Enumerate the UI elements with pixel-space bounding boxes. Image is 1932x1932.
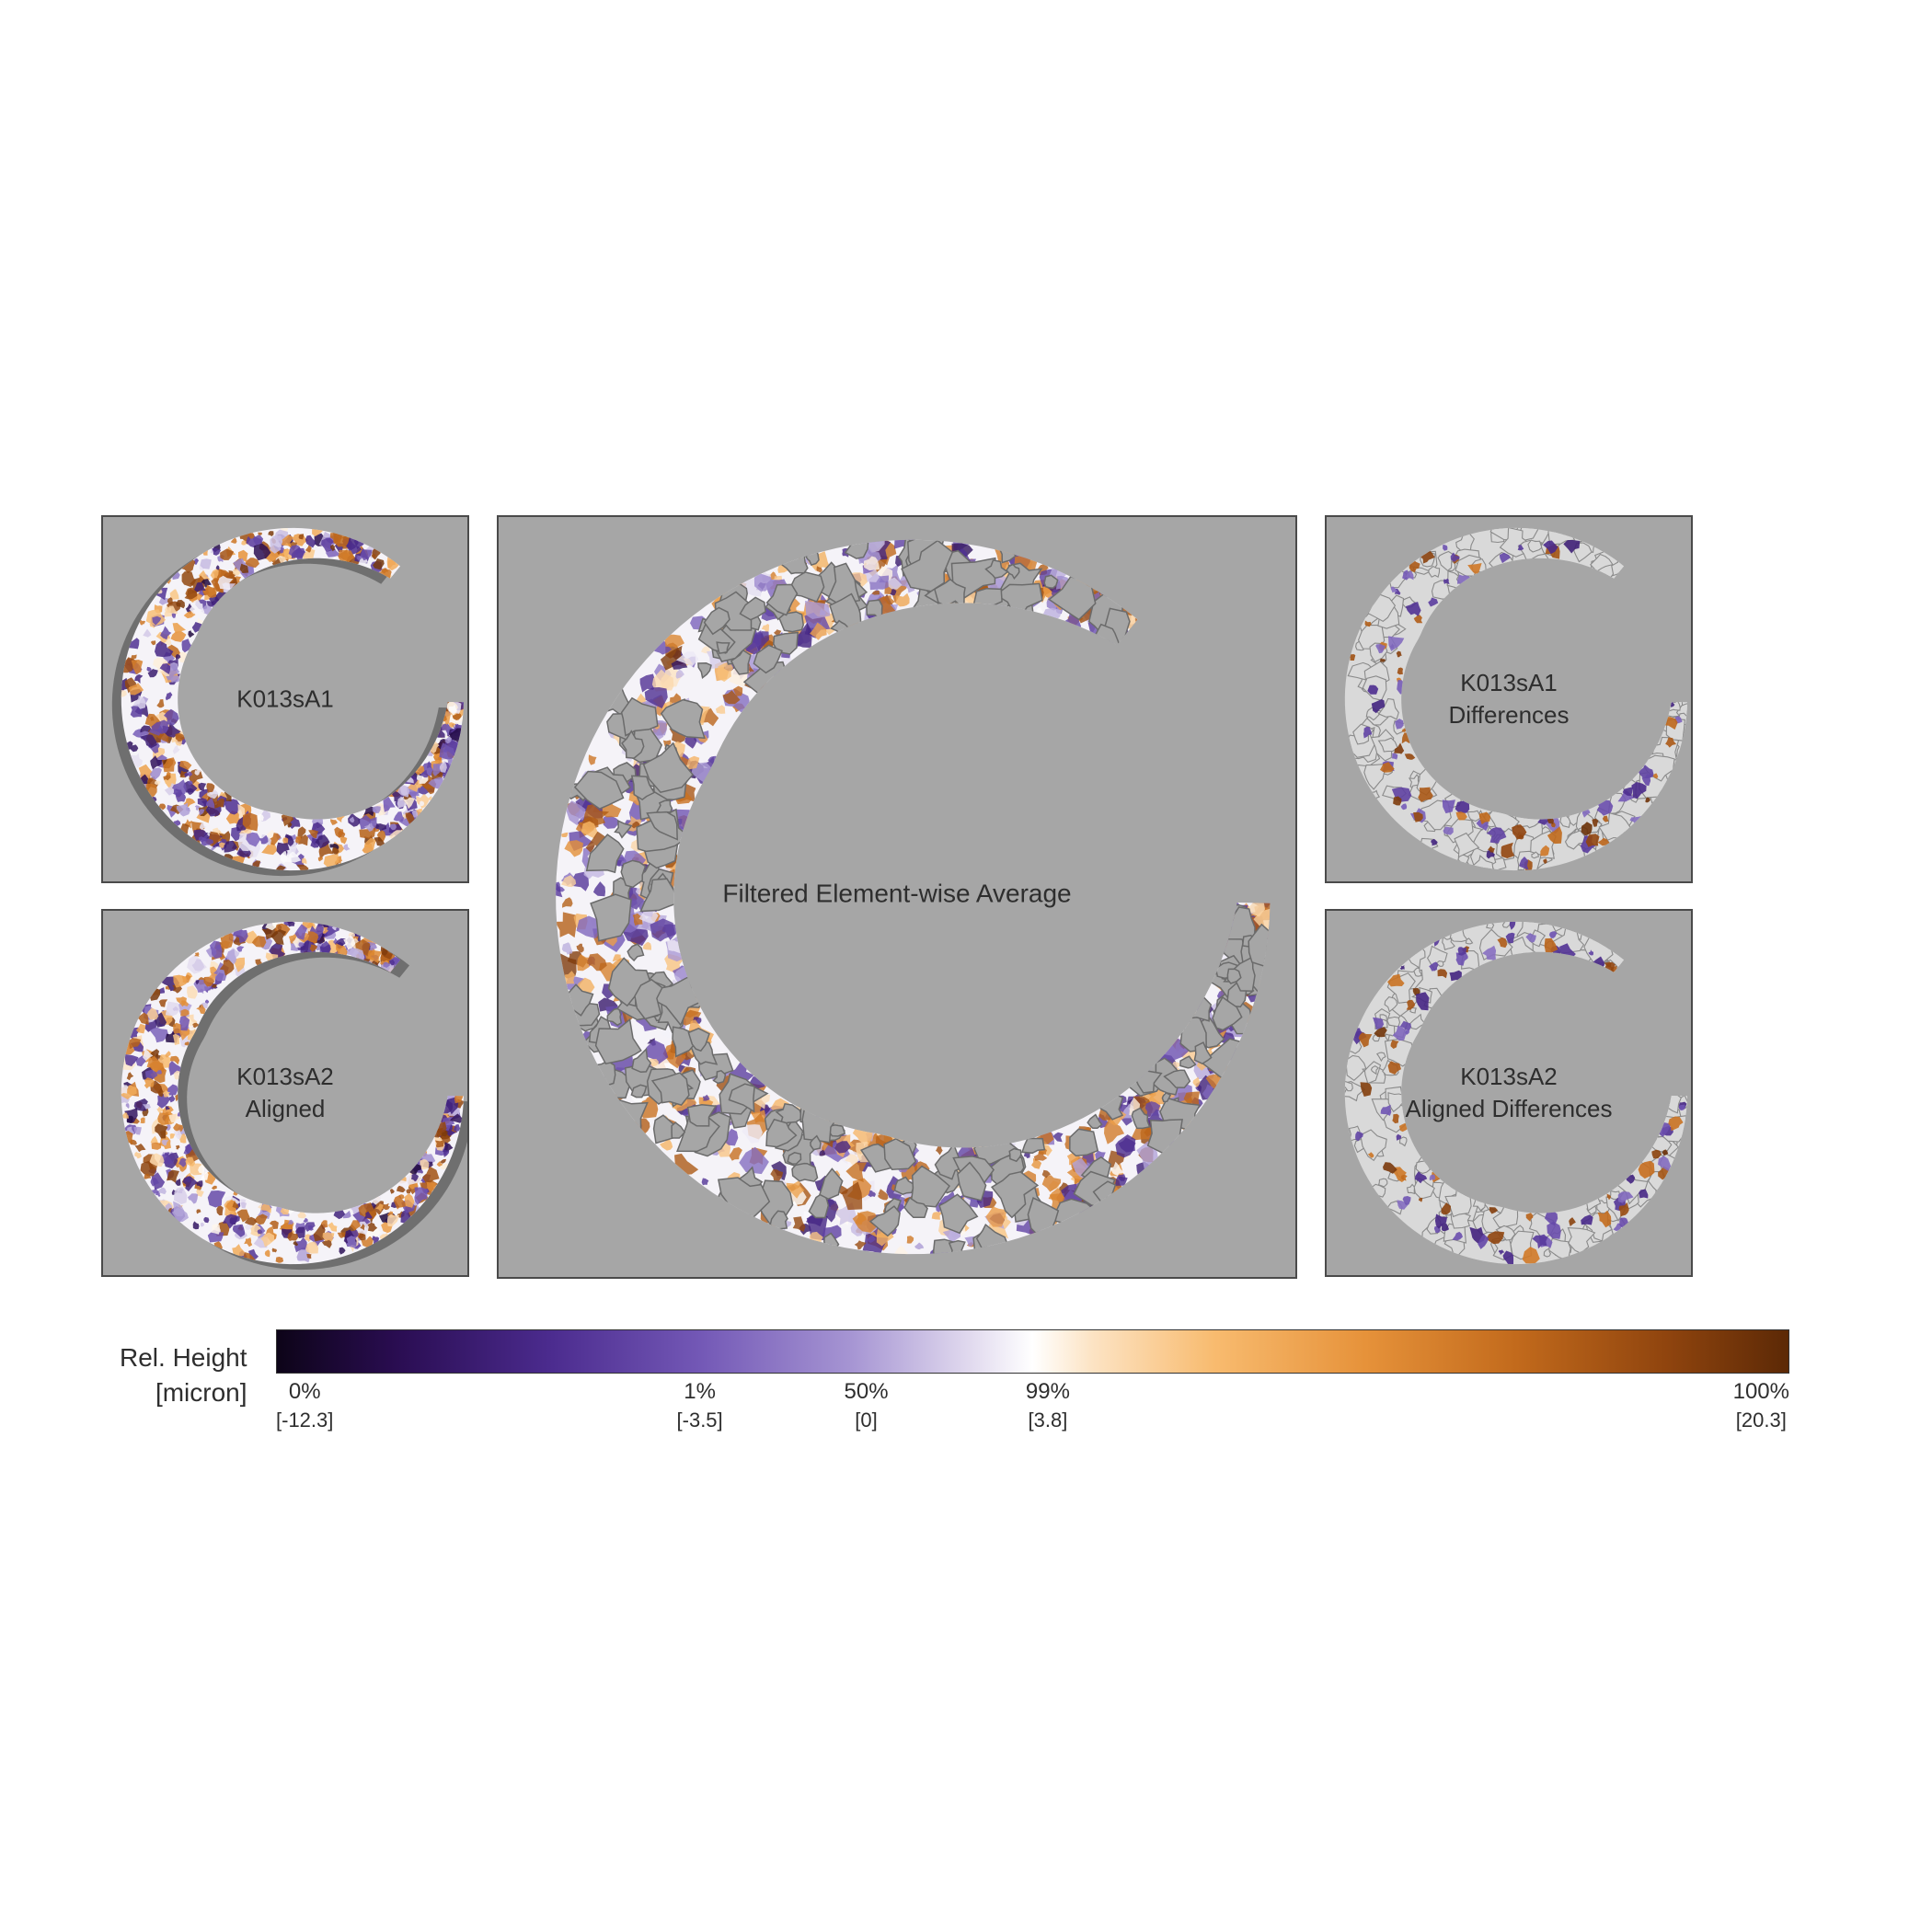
right-column: K013sA1 Differences K013sA2 Aligned Diff…	[1325, 515, 1693, 1279]
legend-title: Rel. Height [micron]	[120, 1340, 247, 1410]
colorbar-tick: 100%[20.3]	[1733, 1377, 1789, 1434]
left-column: K013sA1 K013sA2 Aligned	[101, 515, 469, 1279]
colorbar-tick: 0%[-12.3]	[276, 1377, 333, 1434]
center-column: Filtered Element-wise Average	[497, 515, 1297, 1279]
colorbar-tick: 1%[-3.5]	[677, 1377, 723, 1434]
colorbar-ticks: 0%[-12.3] 1%[-3.5] 50%[0] 99%[3.8] 100%[20.3…	[276, 1377, 1789, 1451]
colorbar	[276, 1329, 1789, 1374]
panel-center: Filtered Element-wise Average	[497, 515, 1297, 1279]
colorbar-legend: Rel. Height [micron] 0%[-12.3]1%[-3.5]50…	[129, 1329, 1803, 1458]
panel-row: K013sA1 K013sA2 Aligned Filtered Element…	[101, 515, 1831, 1279]
panel-bottom-left: K013sA2 Aligned	[101, 909, 469, 1277]
figure: K013sA1 K013sA2 Aligned Filtered Element…	[101, 515, 1831, 1458]
colorbar-tick: 50%[0]	[845, 1377, 889, 1434]
panel-bottom-right: K013sA2 Aligned Differences	[1325, 909, 1693, 1277]
panel-top-left: K013sA1	[101, 515, 469, 883]
colorbar-tick: 99%[3.8]	[1026, 1377, 1070, 1434]
panel-top-right: K013sA1 Differences	[1325, 515, 1693, 883]
